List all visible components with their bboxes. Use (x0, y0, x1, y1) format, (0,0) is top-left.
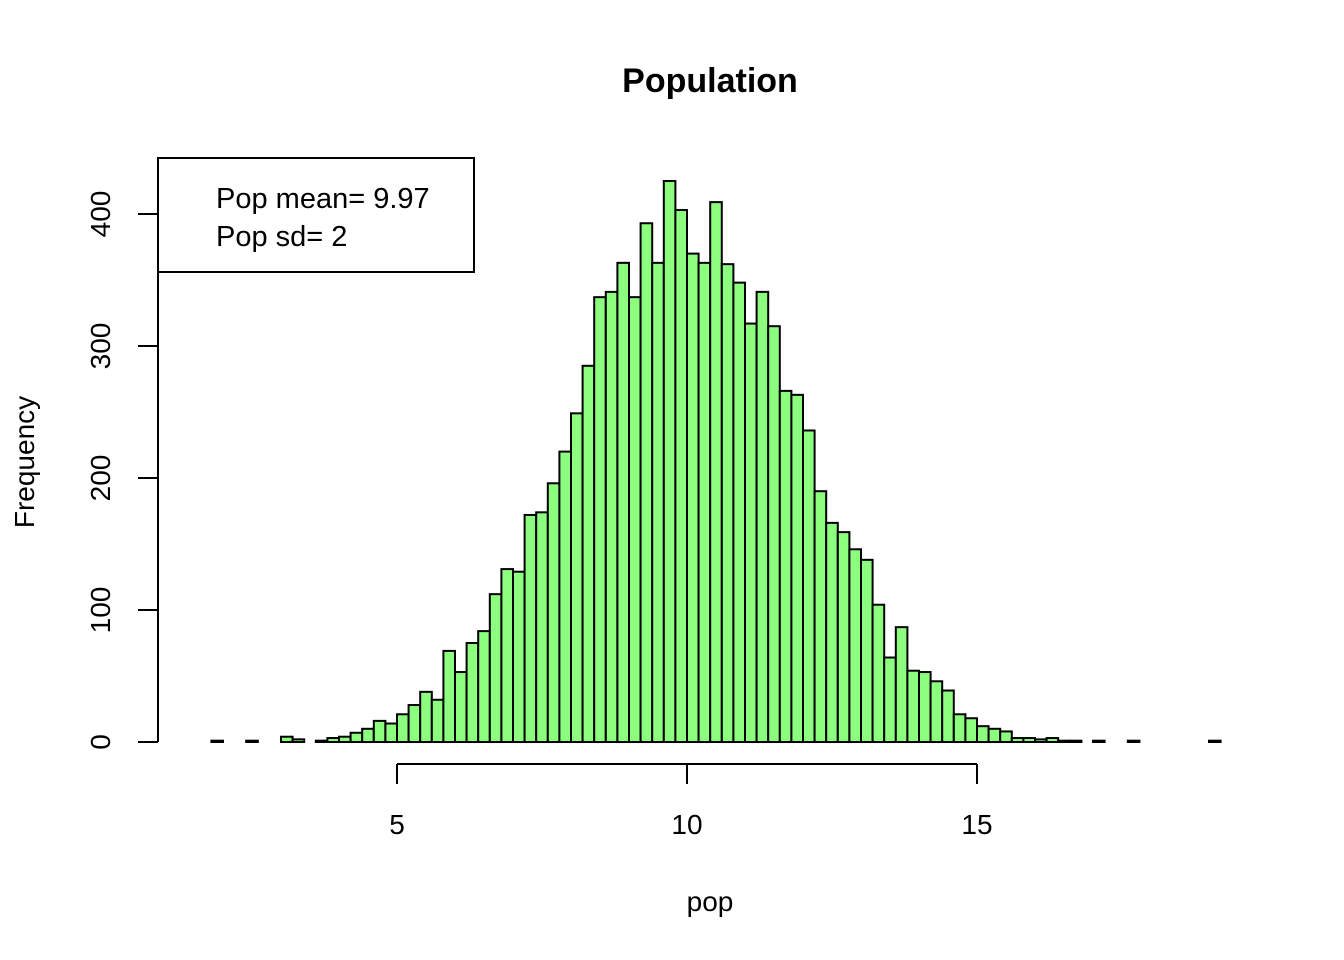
x-tick-label: 10 (671, 809, 702, 840)
histogram-bar (314, 739, 329, 743)
histogram-bar (929, 680, 944, 744)
legend-sd: Pop sd= 2 (216, 221, 347, 253)
legend-box (157, 157, 475, 273)
histogram-bar (1208, 739, 1222, 743)
legend-mean: Pop mean= 9.97 (216, 183, 430, 215)
histogram-bar (454, 671, 468, 743)
histogram-bar (1126, 739, 1141, 743)
histogram-bar (906, 669, 921, 743)
histogram-bar (1022, 737, 1037, 743)
histogram-bar (604, 290, 619, 743)
histogram-bar (326, 737, 340, 743)
histogram-bar (593, 296, 607, 743)
histogram-bar (500, 568, 514, 744)
y-tick-label: 100 (85, 587, 116, 634)
histogram-bar (442, 649, 456, 743)
histogram-bar (790, 393, 805, 743)
y-axis-label: Frequency (9, 396, 40, 528)
histogram-bar (860, 558, 874, 744)
histogram-bar (767, 325, 781, 743)
legend: Pop mean= 9.97 Pop sd= 2 (157, 157, 475, 273)
y-tick-label: 300 (85, 323, 116, 370)
histogram-bar (546, 482, 561, 743)
histogram-bar (407, 704, 422, 743)
histogram-bar (709, 201, 723, 743)
histogram-bar (512, 570, 526, 743)
x-tick-label: 5 (389, 809, 405, 840)
histogram-bar (639, 222, 654, 744)
histogram-bar (720, 263, 735, 743)
histogram-bar (1068, 739, 1083, 743)
histogram-bar (848, 548, 863, 744)
histogram-bar (430, 698, 445, 744)
y-tick-label: 200 (85, 455, 116, 502)
histogram-bar (465, 642, 480, 743)
x-axis: 5 10 15 (389, 763, 993, 840)
x-axis-label: pop (687, 886, 734, 917)
histogram-bar (732, 281, 747, 743)
histogram-bar (628, 296, 642, 743)
histogram-bar (558, 450, 573, 743)
histogram-bar (744, 322, 758, 743)
histogram-bar (941, 689, 955, 744)
histogram-bar (1045, 737, 1060, 743)
histogram-bar (477, 630, 491, 743)
histogram-bar (1034, 738, 1048, 743)
histogram-bar (952, 713, 967, 744)
histogram-bar (825, 521, 839, 743)
histogram-bar (396, 713, 410, 744)
histogram-bar (535, 511, 549, 743)
histogram-bar (976, 725, 990, 743)
histogram-bar (280, 735, 294, 743)
histogram-bar (883, 656, 897, 744)
histogram-bar (697, 261, 712, 743)
histogram-bar (488, 593, 503, 743)
histogram-bar (662, 180, 677, 743)
histogram-bar (1010, 737, 1025, 743)
y-tick-label: 400 (85, 191, 116, 238)
bars-group (210, 180, 1222, 744)
histogram-bar (616, 261, 631, 743)
x-tick-label: 15 (961, 809, 992, 840)
histogram-bar (999, 730, 1013, 744)
histogram-bar (372, 719, 387, 744)
histogram-bar (651, 261, 665, 743)
histogram-bar (338, 735, 352, 743)
histogram-bar (1057, 739, 1071, 743)
histogram-bar (570, 412, 584, 743)
histogram-bar (419, 690, 433, 744)
histogram-bar (361, 727, 375, 743)
histogram-bar (581, 364, 596, 743)
histogram-bar (836, 531, 851, 743)
histogram-bar (1092, 739, 1106, 743)
histogram-bar (291, 738, 306, 743)
histogram-bar (802, 429, 816, 743)
histogram-bar (894, 626, 909, 743)
histogram-bar (674, 209, 689, 744)
histogram-bar (918, 671, 932, 743)
histogram-bar (384, 722, 398, 744)
histogram-bar (245, 739, 259, 743)
histogram-bar (686, 252, 700, 743)
y-tick-label: 0 (85, 734, 116, 750)
histogram-bar (755, 290, 770, 743)
histogram-bar (778, 389, 793, 743)
histogram-bar (523, 513, 538, 744)
histogram-bar (987, 727, 1002, 743)
histogram-bar (349, 731, 364, 744)
chart-title: Population (622, 62, 798, 100)
histogram-bar (871, 603, 886, 743)
y-axis: 0 100 200 300 400 (85, 191, 159, 750)
histogram-bar (813, 490, 828, 744)
histogram-bar (210, 739, 224, 743)
histogram-bar (964, 717, 979, 743)
